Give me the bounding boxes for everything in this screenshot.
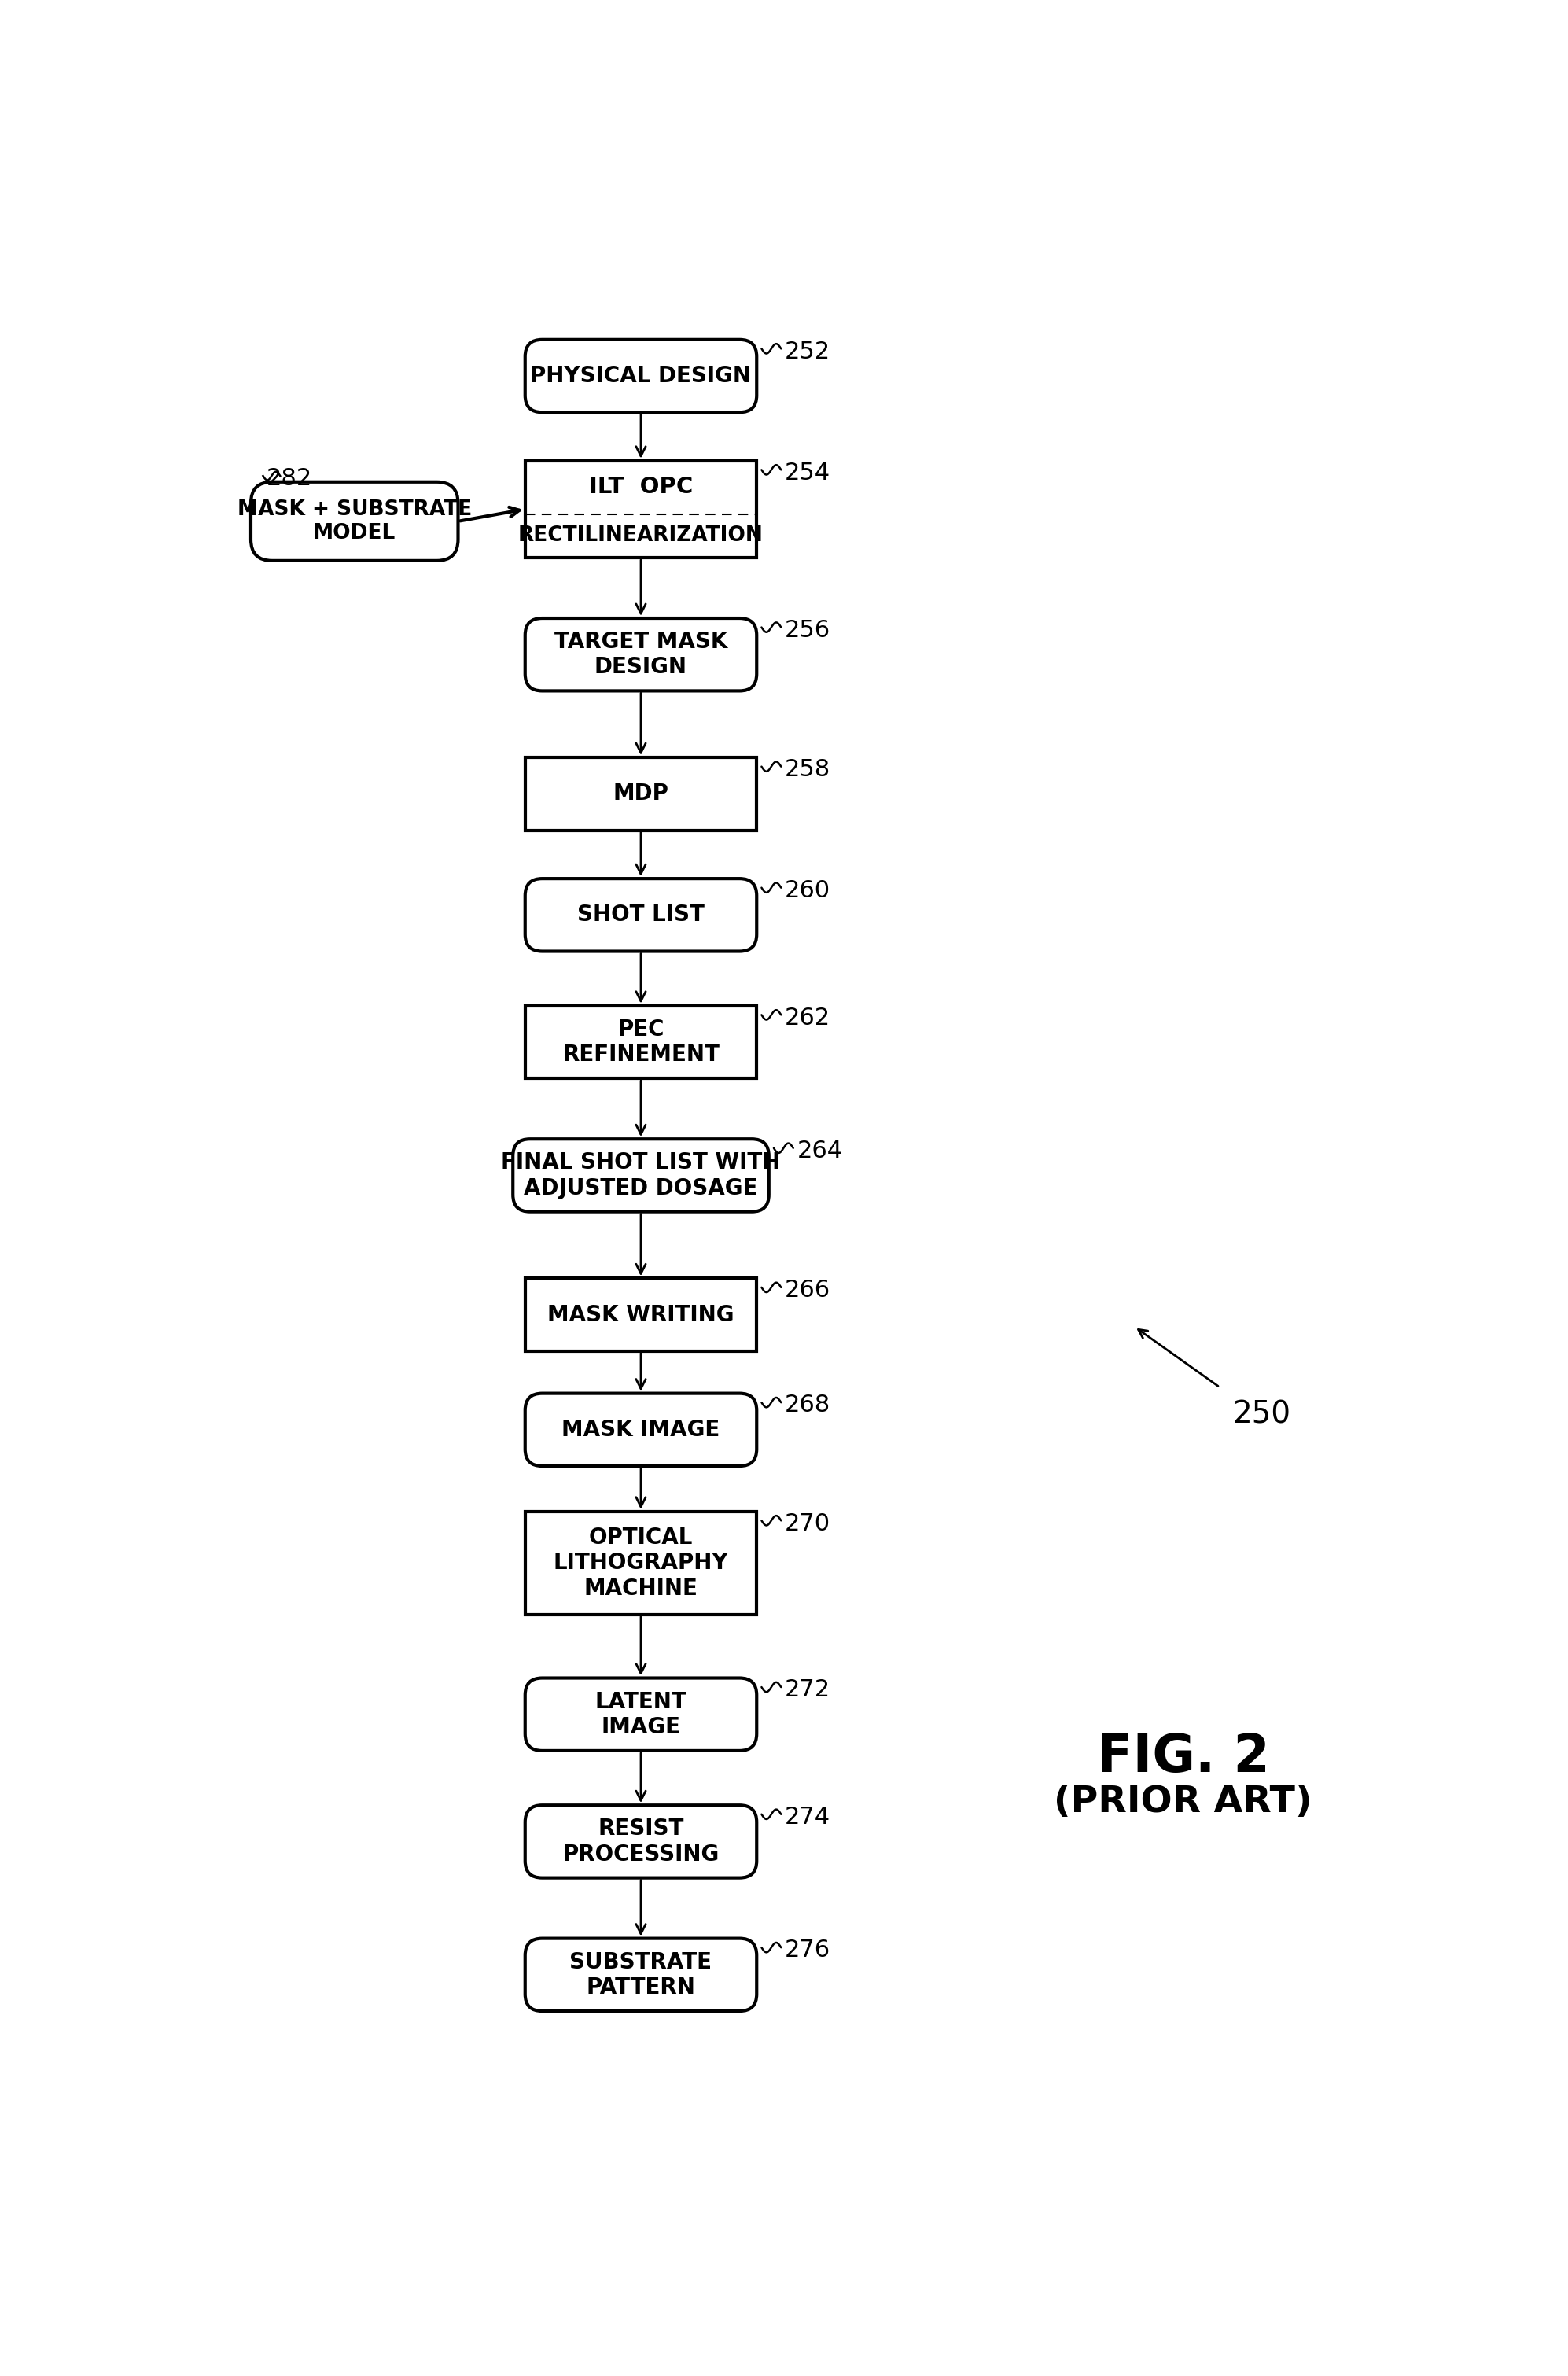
Text: MASK IMAGE: MASK IMAGE [561, 1418, 720, 1440]
Text: PEC
REFINEMENT: PEC REFINEMENT [563, 1019, 720, 1067]
Text: 264: 264 [797, 1140, 842, 1162]
FancyBboxPatch shape [251, 482, 458, 561]
Text: (PRIOR ART): (PRIOR ART) [1054, 1784, 1312, 1820]
Text: MASK WRITING: MASK WRITING [547, 1304, 734, 1326]
Text: 266: 266 [784, 1278, 831, 1302]
Text: 258: 258 [784, 758, 831, 782]
Text: 252: 252 [784, 340, 831, 364]
Text: TARGET MASK
DESIGN: TARGET MASK DESIGN [554, 630, 728, 677]
FancyBboxPatch shape [525, 618, 757, 691]
Text: MDP: MDP [613, 782, 668, 805]
Text: 274: 274 [784, 1806, 831, 1830]
Text: RECTILINEARIZATION: RECTILINEARIZATION [519, 525, 764, 546]
Text: FINAL SHOT LIST WITH
ADJUSTED DOSAGE: FINAL SHOT LIST WITH ADJUSTED DOSAGE [502, 1152, 781, 1200]
FancyBboxPatch shape [525, 1806, 757, 1877]
Bar [525, 461, 757, 558]
FancyBboxPatch shape [513, 1138, 768, 1212]
FancyBboxPatch shape [525, 1939, 757, 2010]
Text: 282: 282 [267, 466, 312, 489]
Text: ILT  OPC: ILT OPC [590, 475, 693, 499]
Text: SUBSTRATE
PATTERN: SUBSTRATE PATTERN [569, 1951, 712, 1998]
Text: MASK + SUBSTRATE
MODEL: MASK + SUBSTRATE MODEL [237, 499, 472, 544]
Text: 254: 254 [784, 461, 831, 485]
FancyBboxPatch shape [525, 879, 757, 950]
Bar [525, 758, 757, 829]
Text: 272: 272 [784, 1677, 831, 1701]
Text: PHYSICAL DESIGN: PHYSICAL DESIGN [530, 366, 751, 387]
Text: 262: 262 [784, 1007, 831, 1029]
Text: SHOT LIST: SHOT LIST [577, 903, 704, 927]
FancyBboxPatch shape [525, 1677, 757, 1751]
Bar [525, 1511, 757, 1613]
Text: 268: 268 [784, 1395, 831, 1416]
Text: FIG. 2: FIG. 2 [1098, 1730, 1270, 1782]
Bar [525, 1278, 757, 1352]
FancyBboxPatch shape [525, 340, 757, 413]
Text: 256: 256 [784, 618, 831, 642]
Text: 276: 276 [784, 1939, 831, 1963]
Text: LATENT
IMAGE: LATENT IMAGE [594, 1692, 687, 1739]
Bar [525, 1005, 757, 1079]
Text: 250: 250 [1232, 1399, 1290, 1430]
Text: RESIST
PROCESSING: RESIST PROCESSING [563, 1818, 720, 1865]
Text: OPTICAL
LITHOGRAPHY
MACHINE: OPTICAL LITHOGRAPHY MACHINE [554, 1525, 729, 1599]
Text: 260: 260 [784, 879, 831, 903]
Text: 270: 270 [784, 1511, 831, 1535]
FancyBboxPatch shape [525, 1392, 757, 1466]
